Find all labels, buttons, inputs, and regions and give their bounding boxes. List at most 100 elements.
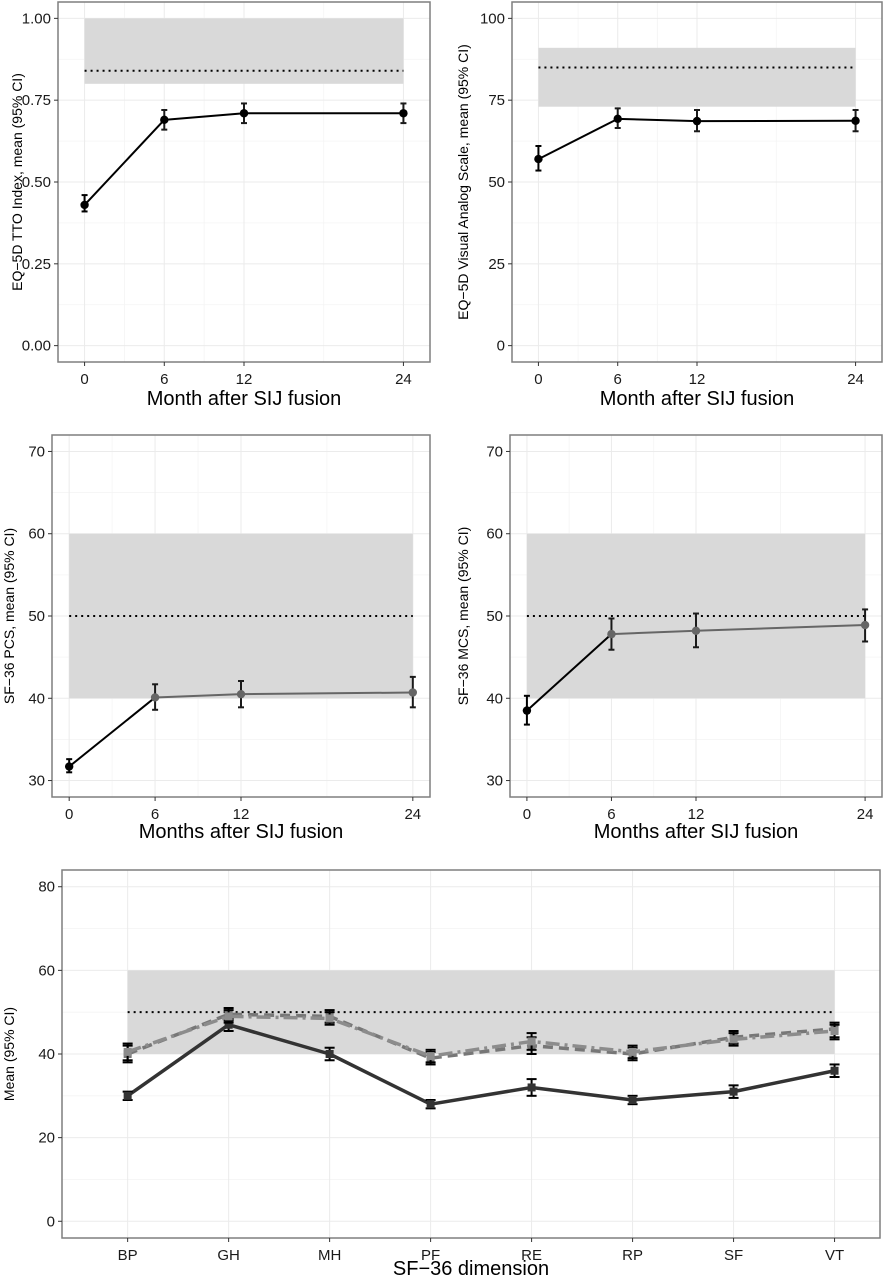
- data-point: [123, 1091, 132, 1100]
- series-segment: [537, 117, 619, 160]
- y-tick-label: 30: [486, 773, 503, 790]
- panel-sf36-mcs: 30 40 50 60 70 0 6 12 24 Months after SIJ fusion S…: [455, 434, 883, 843]
- y-tick-label: 0.50: [22, 174, 51, 191]
- x-axis-title: Months after SIJ fusion: [594, 821, 799, 843]
- x-axis-title: Month after SIJ fusion: [147, 388, 342, 410]
- x-tick-label: VT: [825, 1247, 844, 1264]
- data-point: [729, 1087, 738, 1096]
- x-tick-label: GH: [217, 1247, 240, 1264]
- data-point: [607, 629, 616, 639]
- x-tick-label: 12: [689, 371, 706, 388]
- data-point: [522, 706, 532, 715]
- x-tick-label: 0: [534, 371, 542, 388]
- panel-eq5d-vas: 0 25 50 75 100 0 6 12 24 Month after SIJ fusion EQ…: [455, 1, 883, 410]
- data-point: [729, 1035, 738, 1044]
- data-point: [236, 689, 246, 699]
- x-tick-label: 12: [688, 806, 705, 823]
- data-point: [830, 1027, 839, 1035]
- x-axis-title: SF−36 dimension: [393, 1258, 549, 1280]
- y-tick-label: 1.00: [22, 10, 51, 27]
- data-point: [527, 1037, 536, 1046]
- x-tick-label: 0: [80, 371, 88, 388]
- x-tick-label: SF: [724, 1247, 743, 1264]
- y-axis-title: EQ−5D TTO Index, mean (95% CI): [9, 73, 25, 291]
- series-0: [534, 107, 860, 172]
- y-tick-label: 25: [488, 256, 505, 273]
- data-point: [325, 1014, 334, 1023]
- y-axis-title: Mean (95% CI): [1, 1007, 17, 1101]
- y-tick-label: 0.00: [22, 338, 51, 355]
- x-tick-label: 24: [404, 806, 421, 823]
- y-tick-label: 60: [486, 526, 503, 543]
- y-tick-label: 40: [486, 690, 503, 707]
- x-tick-label: PF: [421, 1247, 440, 1264]
- data-point: [239, 109, 249, 118]
- y-axis-title: EQ−5D Visual Analog Scale, mean (95% CI): [455, 44, 471, 320]
- y-tick-label: 0: [47, 1213, 55, 1230]
- y-tick-label: 0: [497, 338, 505, 355]
- x-tick-label: 12: [233, 806, 250, 823]
- y-tick-label: 40: [28, 690, 45, 707]
- series-segment: [68, 696, 156, 768]
- data-point: [160, 115, 169, 125]
- y-tick-label: 70: [28, 443, 45, 460]
- y-tick-label: 75: [488, 92, 505, 109]
- x-tick-label: 6: [607, 806, 615, 823]
- data-point: [628, 1096, 637, 1104]
- data-point: [123, 1047, 132, 1056]
- y-tick-label: 60: [38, 962, 55, 979]
- series-segment: [155, 693, 242, 699]
- series-segment: [526, 633, 613, 712]
- data-point: [224, 1020, 233, 1029]
- data-point: [851, 116, 860, 126]
- data-point: [150, 693, 160, 702]
- series-segment: [617, 117, 698, 123]
- x-tick-label: 0: [523, 806, 531, 823]
- data-point: [692, 116, 702, 126]
- y-tick-label: 50: [486, 608, 503, 625]
- reference-band: [69, 533, 413, 699]
- y-tick-label: 80: [38, 879, 55, 896]
- series-line: [127, 1014, 835, 1058]
- x-axis-title: Months after SIJ fusion: [139, 821, 344, 843]
- x-tick-label: 6: [160, 371, 168, 388]
- y-tick-label: 100: [480, 10, 505, 27]
- x-tick-label: 6: [151, 806, 159, 823]
- y-tick-label: 40: [38, 1046, 55, 1063]
- y-axis-title: SF−36 PCS, mean (95% CI): [1, 528, 17, 704]
- x-tick-label: 24: [395, 371, 412, 388]
- data-point: [426, 1052, 435, 1061]
- x-tick-label: BP: [118, 1247, 138, 1264]
- y-tick-label: 30: [28, 773, 45, 790]
- reference-band: [538, 47, 856, 107]
- data-point: [527, 1083, 536, 1092]
- data-point: [80, 200, 89, 210]
- data-point: [860, 620, 870, 630]
- data-point: [628, 1047, 637, 1056]
- data-point: [408, 688, 418, 697]
- x-tick-label: 12: [236, 371, 253, 388]
- x-tick-label: 6: [614, 371, 622, 388]
- reference-band: [84, 18, 404, 84]
- y-tick-label: 50: [488, 174, 505, 191]
- series-0: [64, 675, 418, 774]
- data-point: [224, 1012, 233, 1021]
- data-point: [534, 154, 543, 164]
- x-tick-label: RE: [521, 1247, 542, 1264]
- series-line: [127, 1012, 835, 1060]
- y-tick-label: 20: [38, 1130, 55, 1147]
- series-segment: [83, 119, 166, 206]
- series-segment: [164, 112, 245, 121]
- data-point: [830, 1066, 839, 1075]
- panel-sf36-pcs: 30 40 50 60 70 0 6 12 24 Months after SIJ fusion S…: [1, 434, 431, 843]
- series-segment: [611, 629, 697, 636]
- data-point: [613, 114, 622, 124]
- x-tick-label: 0: [65, 806, 73, 823]
- data-point: [64, 762, 74, 771]
- series-segment: [240, 691, 413, 696]
- x-tick-label: RP: [622, 1247, 643, 1264]
- series-segment: [695, 624, 866, 632]
- panel-sf36-dimensions: 0 20 40 60 80 BP GH MH PF RE RP SF VT SF−36 dimension…: [1, 869, 881, 1280]
- y-tick-label: 50: [28, 608, 45, 625]
